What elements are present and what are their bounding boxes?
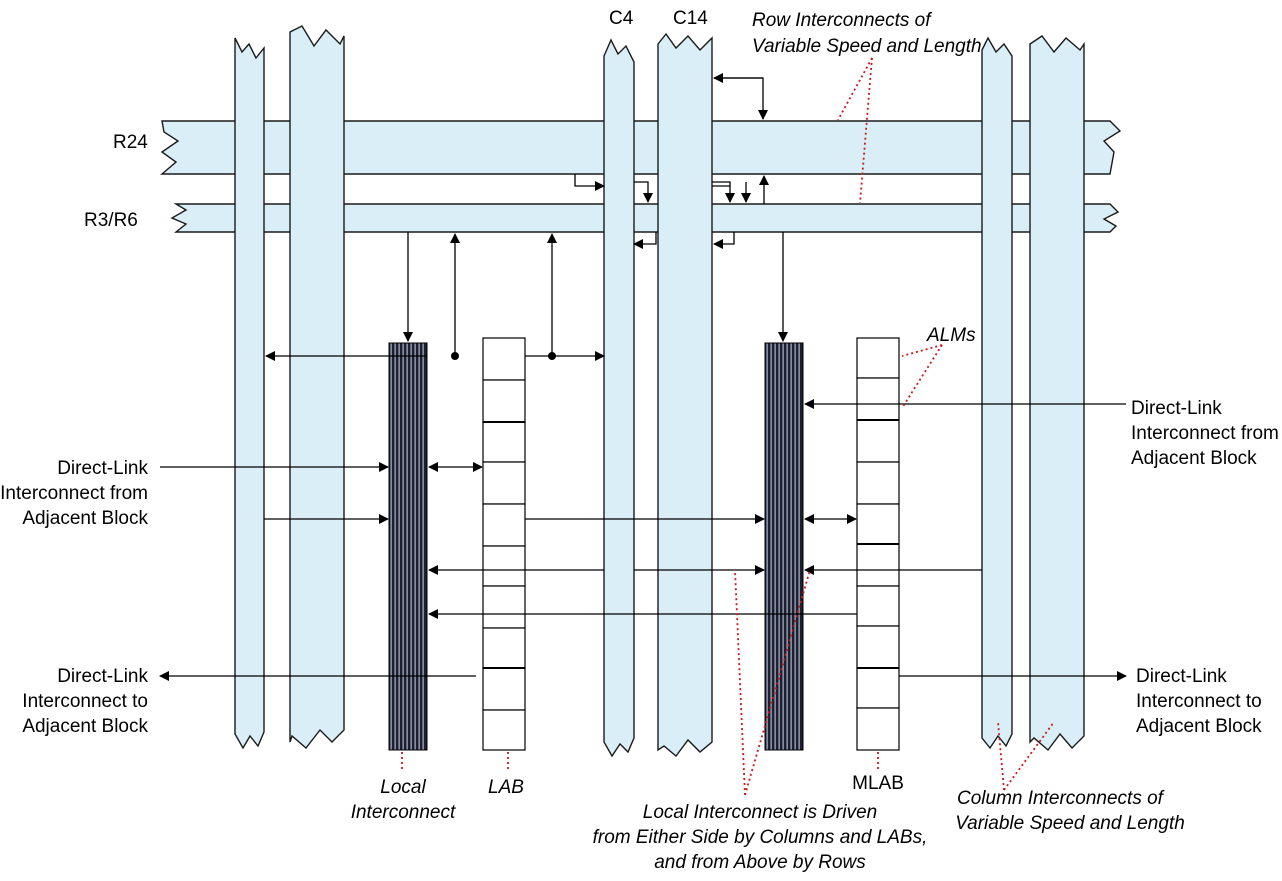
label-column-interconnects-1: Column Interconnects of (957, 788, 1165, 809)
label-dl-to-right-1: Direct-Link (1136, 666, 1227, 687)
column-bus-c14 (657, 32, 713, 758)
label-row-interconnects-line2: Variable Speed and Length (752, 36, 982, 57)
label-c4: C4 (609, 8, 634, 29)
local-interconnect-right (764, 342, 804, 751)
label-dl-from-left-1: Direct-Link (57, 458, 148, 479)
label-r3r6: R3/R6 (84, 210, 138, 231)
connection-wires (159, 73, 1127, 681)
column-bus-right-narrow (981, 36, 1013, 750)
label-alms: ALMs (926, 325, 976, 346)
label-driven-2: from Either Side by Columns and LABs, (593, 827, 928, 848)
label-local-interconnect-1: Local (380, 777, 426, 798)
column-bus-right-wide (1029, 35, 1085, 752)
row-bus-r3r6 (170, 203, 1120, 233)
label-local-interconnect-2: Interconnect (351, 802, 456, 823)
label-c14: C14 (673, 8, 708, 29)
mlab-stack (856, 337, 900, 751)
label-dl-from-right-2: Interconnect from (1131, 423, 1279, 444)
label-dl-from-right-3: Adjacent Block (1131, 448, 1257, 469)
label-dl-from-left-2: Interconnect from (0, 483, 148, 504)
column-bus-left-wide (289, 25, 345, 750)
label-dl-to-left-3: Adjacent Block (22, 716, 148, 737)
label-column-interconnects-2: Variable Speed and Length (955, 813, 1185, 834)
lab-stack (482, 337, 526, 751)
label-r24: R24 (113, 132, 148, 153)
label-lab: LAB (488, 777, 524, 798)
label-driven-3: and from Above by Rows (654, 852, 866, 873)
leader-lines (401, 57, 1055, 796)
label-dl-from-right-1: Direct-Link (1131, 398, 1222, 419)
label-row-interconnects-line1: Row Interconnects of (752, 10, 932, 31)
column-bus-c4 (603, 38, 635, 758)
label-dl-to-right-2: Interconnect to (1136, 691, 1262, 712)
label-dl-to-left-1: Direct-Link (57, 666, 148, 687)
label-dl-from-left-3: Adjacent Block (22, 508, 148, 529)
column-bus-left-narrow (234, 37, 265, 750)
label-mlab: MLAB (852, 773, 904, 794)
local-interconnect-left (388, 342, 428, 751)
label-dl-to-right-3: Adjacent Block (1136, 716, 1262, 737)
label-dl-to-left-2: Interconnect to (22, 691, 148, 712)
row-bus-r24 (160, 120, 1122, 175)
label-driven-1: Local Interconnect is Driven (643, 802, 877, 823)
